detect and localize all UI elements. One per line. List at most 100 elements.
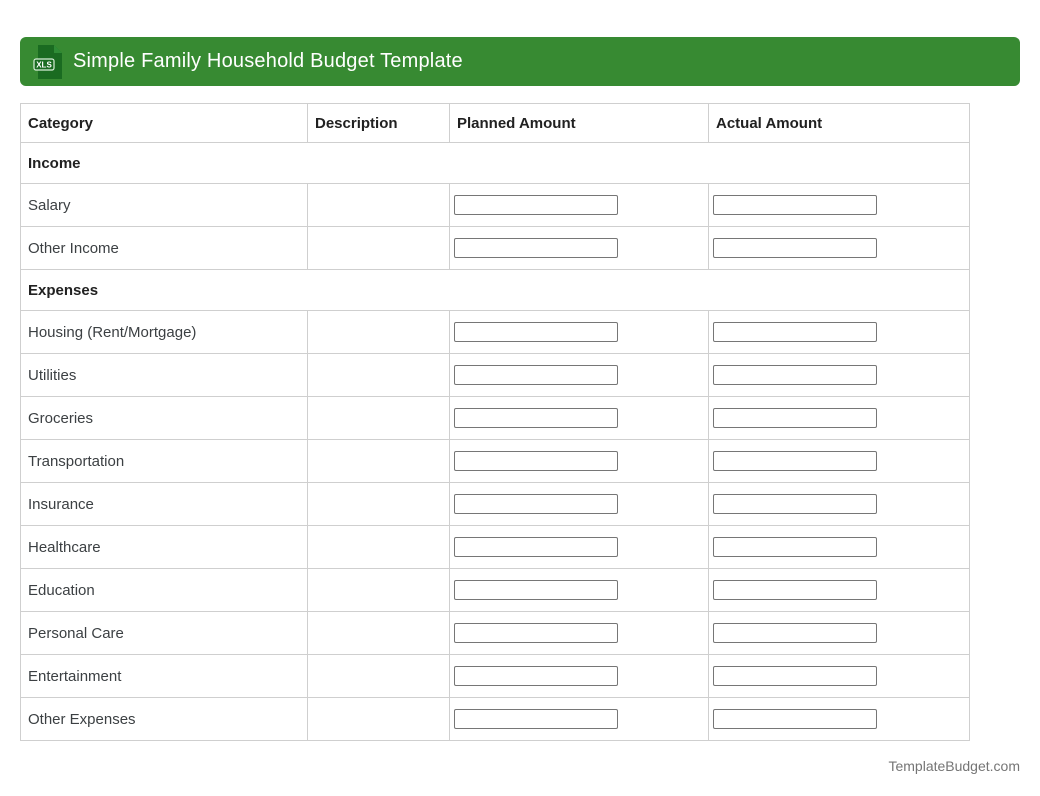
actual-amount-input-transportation[interactable] [713,451,877,471]
planned-amount-cell [449,654,709,698]
category-cell: Insurance [20,482,308,526]
table-row-education: Education [20,568,970,612]
actual-amount-input-salary[interactable] [713,195,877,215]
planned-amount-input-entertainment[interactable] [454,666,618,686]
section-label: Income [20,142,970,184]
actual-amount-input-insurance[interactable] [713,494,877,514]
planned-amount-input-insurance[interactable] [454,494,618,514]
planned-amount-cell [449,525,709,569]
planned-amount-input-healthcare[interactable] [454,537,618,557]
category-cell: Other Expenses [20,697,308,741]
actual-amount-cell [708,353,970,397]
table-row-salary: Salary [20,183,970,227]
category-cell: Utilities [20,353,308,397]
table-row-healthcare: Healthcare [20,525,970,569]
actual-amount-cell [708,183,970,227]
category-cell: Education [20,568,308,612]
description-cell [307,654,450,698]
actual-amount-cell [708,568,970,612]
description-cell [307,183,450,227]
category-cell: Salary [20,183,308,227]
category-cell: Transportation [20,439,308,483]
description-cell [307,697,450,741]
section-row-income: Income [20,142,970,184]
table-row-insurance: Insurance [20,482,970,526]
table-row-utilities: Utilities [20,353,970,397]
planned-amount-input-housing-rent-mortgage[interactable] [454,322,618,342]
category-cell: Personal Care [20,611,308,655]
table-row-groceries: Groceries [20,396,970,440]
column-header-description: Description [307,103,450,143]
actual-amount-input-personal-care[interactable] [713,623,877,643]
actual-amount-input-housing-rent-mortgage[interactable] [713,322,877,342]
category-cell: Housing (Rent/Mortgage) [20,310,308,354]
actual-amount-cell [708,226,970,270]
planned-amount-cell [449,697,709,741]
actual-amount-input-education[interactable] [713,580,877,600]
section-label: Expenses [20,269,970,311]
description-cell [307,568,450,612]
actual-amount-input-healthcare[interactable] [713,537,877,557]
budget-table: Category Description Planned Amount Actu… [20,103,970,741]
actual-amount-input-groceries[interactable] [713,408,877,428]
planned-amount-input-salary[interactable] [454,195,618,215]
section-row-expenses: Expenses [20,269,970,311]
planned-amount-cell [449,482,709,526]
xls-icon-label: XLS [36,60,52,69]
description-cell [307,525,450,569]
actual-amount-cell [708,439,970,483]
table-header-row: Category Description Planned Amount Actu… [20,103,970,143]
planned-amount-input-other-income[interactable] [454,238,618,258]
category-cell: Other Income [20,226,308,270]
planned-amount-input-personal-care[interactable] [454,623,618,643]
table-row-other-income: Other Income [20,226,970,270]
planned-amount-cell [449,568,709,612]
table-row-personal-care: Personal Care [20,611,970,655]
actual-amount-cell [708,697,970,741]
actual-amount-input-entertainment[interactable] [713,666,877,686]
category-cell: Healthcare [20,525,308,569]
planned-amount-input-other-expenses[interactable] [454,709,618,729]
actual-amount-input-utilities[interactable] [713,365,877,385]
category-cell: Groceries [20,396,308,440]
page-title: Simple Family Household Budget Template [73,50,463,72]
actual-amount-input-other-income[interactable] [713,238,877,258]
category-cell: Entertainment [20,654,308,698]
footer-site-text: TemplateBudget.com [888,758,1020,774]
actual-amount-cell [708,310,970,354]
planned-amount-cell [449,353,709,397]
planned-amount-input-groceries[interactable] [454,408,618,428]
actual-amount-cell [708,482,970,526]
column-header-planned-amount: Planned Amount [449,103,709,143]
planned-amount-cell [449,226,709,270]
table-row-other-expenses: Other Expenses [20,697,970,741]
planned-amount-cell [449,310,709,354]
planned-amount-input-utilities[interactable] [454,365,618,385]
actual-amount-cell [708,396,970,440]
description-cell [307,353,450,397]
description-cell [307,439,450,483]
column-header-actual-amount: Actual Amount [708,103,970,143]
planned-amount-input-education[interactable] [454,580,618,600]
actual-amount-cell [708,611,970,655]
planned-amount-cell [449,183,709,227]
table-row-housing-rent-mortgage: Housing (Rent/Mortgage) [20,310,970,354]
planned-amount-cell [449,396,709,440]
description-cell [307,310,450,354]
description-cell [307,226,450,270]
planned-amount-cell [449,439,709,483]
table-body: Income Salary Other Income Expenses Housing … [20,142,970,741]
actual-amount-input-other-expenses[interactable] [713,709,877,729]
title-bar: XLS Simple Family Household Budget Templ… [20,37,1020,86]
column-header-category: Category [20,103,308,143]
planned-amount-input-transportation[interactable] [454,451,618,471]
description-cell [307,611,450,655]
xls-file-icon: XLS [33,44,62,79]
planned-amount-cell [449,611,709,655]
description-cell [307,482,450,526]
actual-amount-cell [708,654,970,698]
actual-amount-cell [708,525,970,569]
description-cell [307,396,450,440]
table-row-transportation: Transportation [20,439,970,483]
